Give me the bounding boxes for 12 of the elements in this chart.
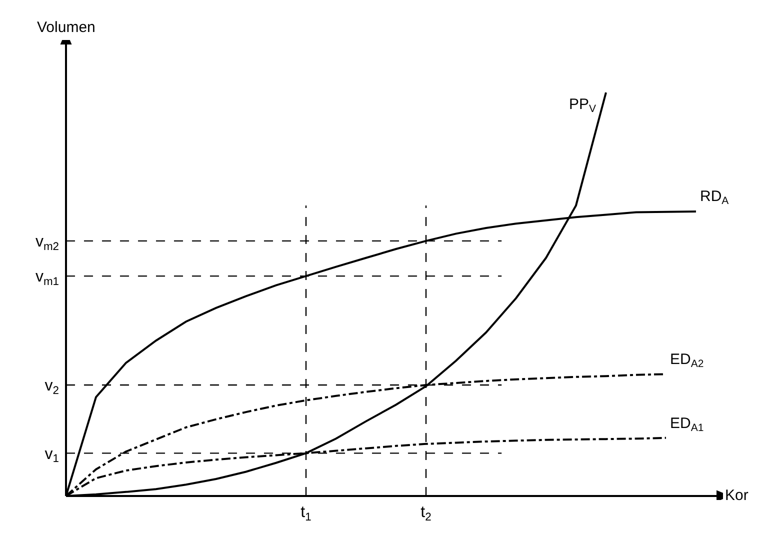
series-label: ED$_{A1}$ <box>670 415 704 434</box>
x-axis-title: Kor <box>725 487 748 504</box>
series-label: ED$_{A2}$ <box>670 351 704 370</box>
series-label: RD$_{A}$ <box>700 188 729 208</box>
ref-line-label: v$_{1}$ <box>44 446 59 466</box>
ref-line-label: v$_{m1}$ <box>35 268 59 288</box>
ref-line-label: v$_{2}$ <box>44 378 59 397</box>
y-axis-title: Volumen <box>37 19 96 36</box>
x-tick-label: t$_{1}$ <box>300 504 312 524</box>
x-tick-label: t$_{2}$ <box>420 504 432 524</box>
ref-line-label: v$_{m2}$ <box>35 234 59 253</box>
series-label: PP$_{V}$ <box>569 96 596 116</box>
